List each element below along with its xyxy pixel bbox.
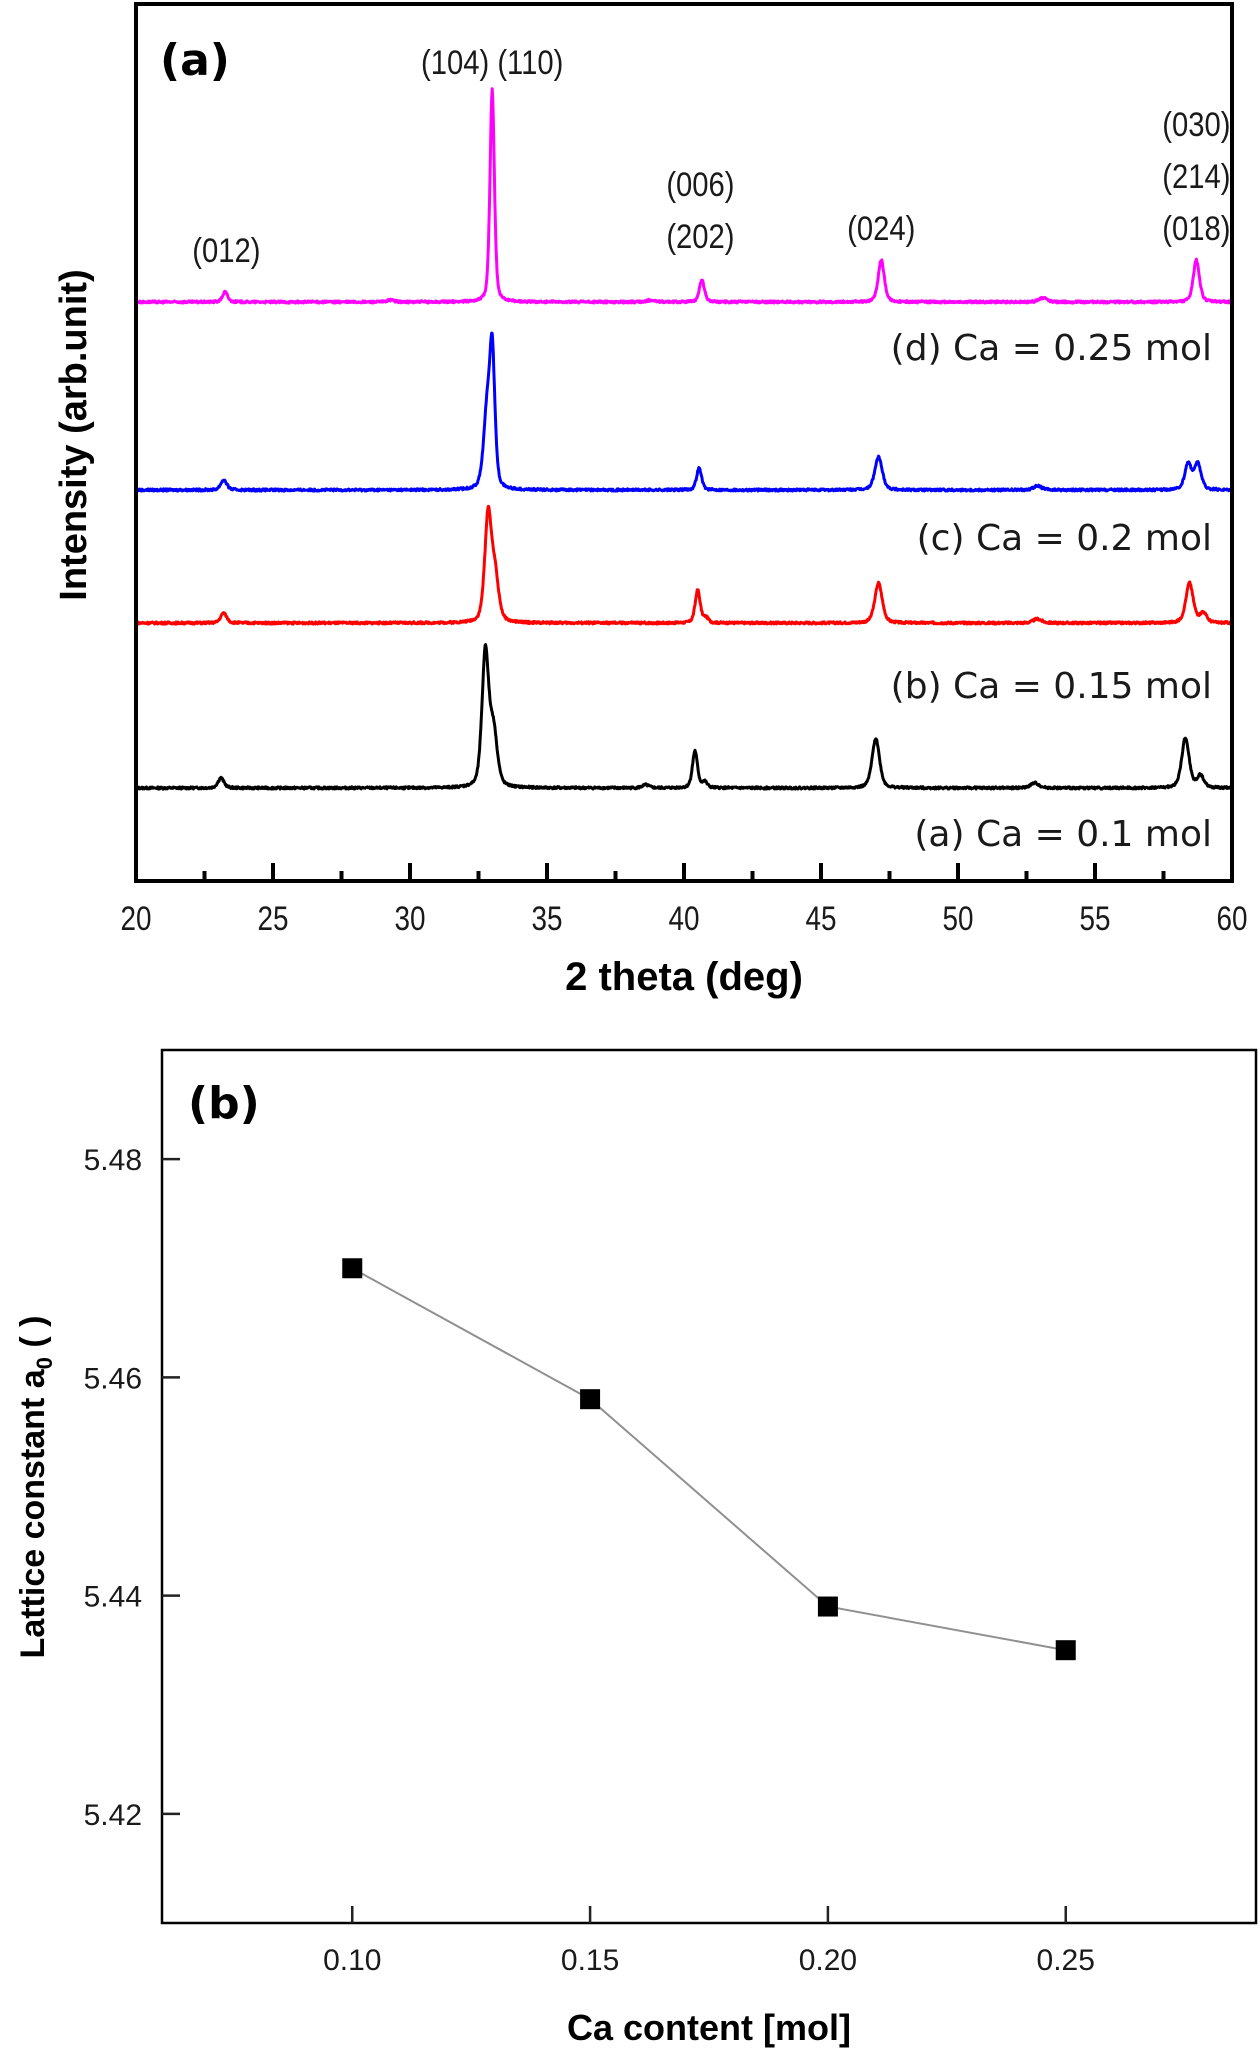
peak-label: (024) bbox=[847, 209, 915, 248]
sample-label: (d) Ca = 0.25 mol bbox=[891, 328, 1212, 369]
x-tick-label: 60 bbox=[1216, 899, 1247, 937]
x-tick-label: 50 bbox=[942, 899, 973, 937]
x-tick-label: 40 bbox=[668, 899, 699, 937]
sample-label: (c) Ca = 0.2 mol bbox=[917, 518, 1212, 559]
x-tick-label: 0.10 bbox=[323, 1944, 381, 1977]
lattice-axis-ticks: 0.10 0.15 0.20 0.25 5.42 5.44 5.46 5.48 bbox=[84, 1144, 1095, 1977]
x-axis-ticks bbox=[134, 863, 1234, 881]
peak-label: (214) bbox=[1162, 157, 1230, 196]
x-axis-title-b: Ca content [mol] bbox=[567, 2007, 851, 2048]
x-tick-label: 30 bbox=[394, 899, 425, 937]
lattice-line bbox=[351, 1267, 1066, 1652]
y-title-subscript: 0 bbox=[32, 1357, 57, 1369]
sample-labels: (a) Ca = 0.1 mol (b) Ca = 0.15 mol (c) Ca … bbox=[891, 328, 1212, 855]
data-point-marker bbox=[580, 1389, 601, 1410]
x-tick-label: 55 bbox=[1079, 899, 1110, 937]
data-point-marker bbox=[342, 1258, 363, 1279]
lattice-markers bbox=[342, 1258, 1076, 1661]
xrd-trace-a bbox=[135, 643, 1234, 791]
xrd-trace-d bbox=[134, 87, 1233, 305]
y-tick-label: 5.48 bbox=[84, 1144, 142, 1177]
y-tick-label: 5.44 bbox=[84, 1581, 142, 1614]
x-tick-labels: 20 25 30 35 40 45 50 55 60 bbox=[120, 899, 1247, 937]
x-tick-label: 0.25 bbox=[1037, 1944, 1095, 1977]
y-axis-title-b: Lattice constant a0 ( ) bbox=[14, 1316, 57, 1659]
y-title-main: Lattice constant a bbox=[14, 1368, 52, 1658]
y-tick-label: 5.46 bbox=[84, 1362, 142, 1395]
data-point-marker bbox=[1055, 1640, 1076, 1661]
lattice-plot-frame bbox=[160, 1048, 1258, 1925]
x-tick-label: 0.15 bbox=[561, 1944, 619, 1977]
data-point-marker bbox=[817, 1596, 838, 1617]
svg-text:Lattice constant a0 ( ): Lattice constant a0 ( ) bbox=[14, 1316, 57, 1659]
x-tick-label: 0.20 bbox=[799, 1944, 857, 1977]
peak-label: (012) bbox=[192, 231, 260, 270]
peak-annotations: (012) (104) (110) (006) (202) (024) (030) (214… bbox=[192, 43, 1230, 270]
xrd-traces bbox=[134, 87, 1234, 791]
x-axis-title: 2 theta (deg) bbox=[565, 955, 803, 999]
peak-label: (018) bbox=[1162, 209, 1230, 248]
sample-label: (b) Ca = 0.15 mol bbox=[891, 666, 1212, 707]
peak-label: (030) bbox=[1162, 105, 1230, 144]
x-tick-label: 20 bbox=[120, 899, 151, 937]
x-tick-label: 45 bbox=[805, 899, 836, 937]
y-axis-title: Intensity (arb.unit) bbox=[53, 269, 95, 600]
x-tick-label: 35 bbox=[531, 899, 562, 937]
sample-label: (a) Ca = 0.1 mol bbox=[914, 814, 1212, 855]
xrd-plot-frame bbox=[134, 2, 1234, 883]
y-tick-label: 5.42 bbox=[84, 1799, 142, 1832]
panel-b-tag: (b) bbox=[188, 1078, 260, 1129]
xrd-trace-c bbox=[134, 331, 1233, 493]
y-title-unit: ( ) bbox=[14, 1316, 52, 1358]
peak-label: (006) bbox=[666, 165, 734, 204]
panel-a-tag: (a) bbox=[160, 35, 230, 86]
peak-label: (202) bbox=[666, 217, 734, 256]
xrd-panel: 20 25 30 35 40 45 50 55 60 (a) (012)(104) (110)(… bbox=[53, 2, 1248, 999]
lattice-panel: 0.10 0.15 0.20 0.25 5.42 5.44 5.46 5.48 (b) Ca … bbox=[14, 1048, 1258, 2048]
x-tick-label: 25 bbox=[257, 899, 288, 937]
lattice-series-line bbox=[351, 1267, 1066, 1652]
peak-label: (104) (110) bbox=[421, 43, 563, 82]
xrd-trace-b bbox=[135, 504, 1233, 626]
